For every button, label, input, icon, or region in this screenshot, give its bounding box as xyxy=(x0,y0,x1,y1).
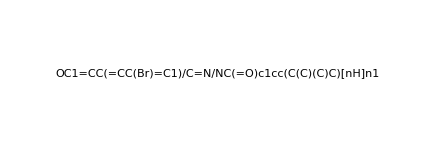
Text: OC1=CC(=CC(Br)=C1)/C=N/NC(=O)c1cc(C(C)(C)C)[nH]n1: OC1=CC(=CC(Br)=C1)/C=N/NC(=O)c1cc(C(C)(C… xyxy=(55,68,379,78)
